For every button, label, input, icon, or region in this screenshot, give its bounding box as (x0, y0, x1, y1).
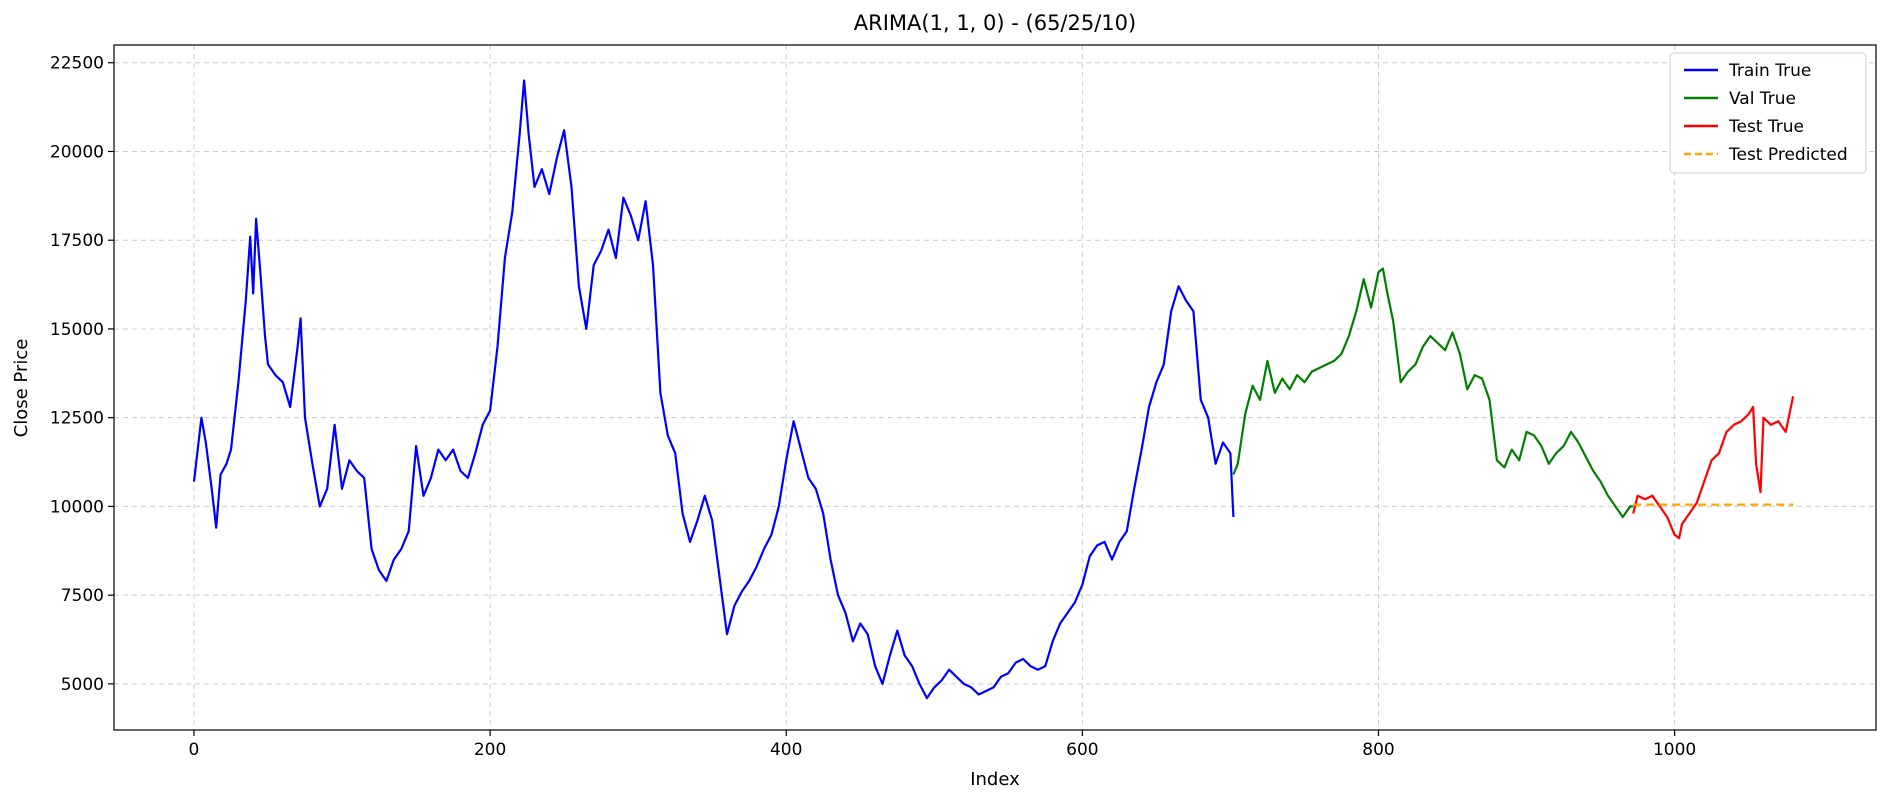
series-line-val-true (1232, 267, 1634, 519)
x-tick-label: 200 (474, 740, 506, 760)
axis-ticks: 0 200 400 600 800 1000 5000 7500 10000 12500 15000… (50, 54, 1696, 760)
legend-box (1669, 52, 1867, 174)
y-tick-label: 20000 (50, 142, 104, 162)
x-tick-label: 800 (1362, 740, 1394, 760)
x-tick-label: 600 (1066, 740, 1098, 760)
y-axis-label: Close Price (11, 339, 32, 438)
legend-label-val-true: Val True (1729, 89, 1796, 109)
x-tick-label: 1000 (1653, 740, 1696, 760)
y-tick-label: 15000 (50, 320, 104, 340)
legend-label-test-predicted: Test Predicted (1728, 145, 1848, 165)
y-tick-label: 12500 (50, 409, 104, 429)
legend-label-test-true: Test True (1728, 117, 1804, 137)
chart-title: ARIMA(1, 1, 0) - (65/25/10) (854, 11, 1136, 35)
legend-label-train-true: Train True (1728, 61, 1811, 81)
y-tick-label: 10000 (50, 497, 104, 517)
series-line-test-true (1632, 396, 1795, 540)
x-tick-label: 0 (189, 740, 200, 760)
series-lines (192, 79, 1795, 700)
series-line-train-true (192, 79, 1235, 700)
y-tick-label: 5000 (61, 675, 104, 695)
grid-lines (114, 45, 1876, 730)
x-tick-label: 400 (770, 740, 802, 760)
y-tick-label: 7500 (61, 586, 104, 606)
x-axis-label: Index (970, 769, 1020, 790)
y-tick-label: 22500 (50, 54, 104, 74)
y-tick-label: 17500 (50, 231, 104, 251)
legend: Train True Val True Test True Test Predi… (1669, 52, 1867, 174)
plot-frame (113, 44, 1877, 731)
